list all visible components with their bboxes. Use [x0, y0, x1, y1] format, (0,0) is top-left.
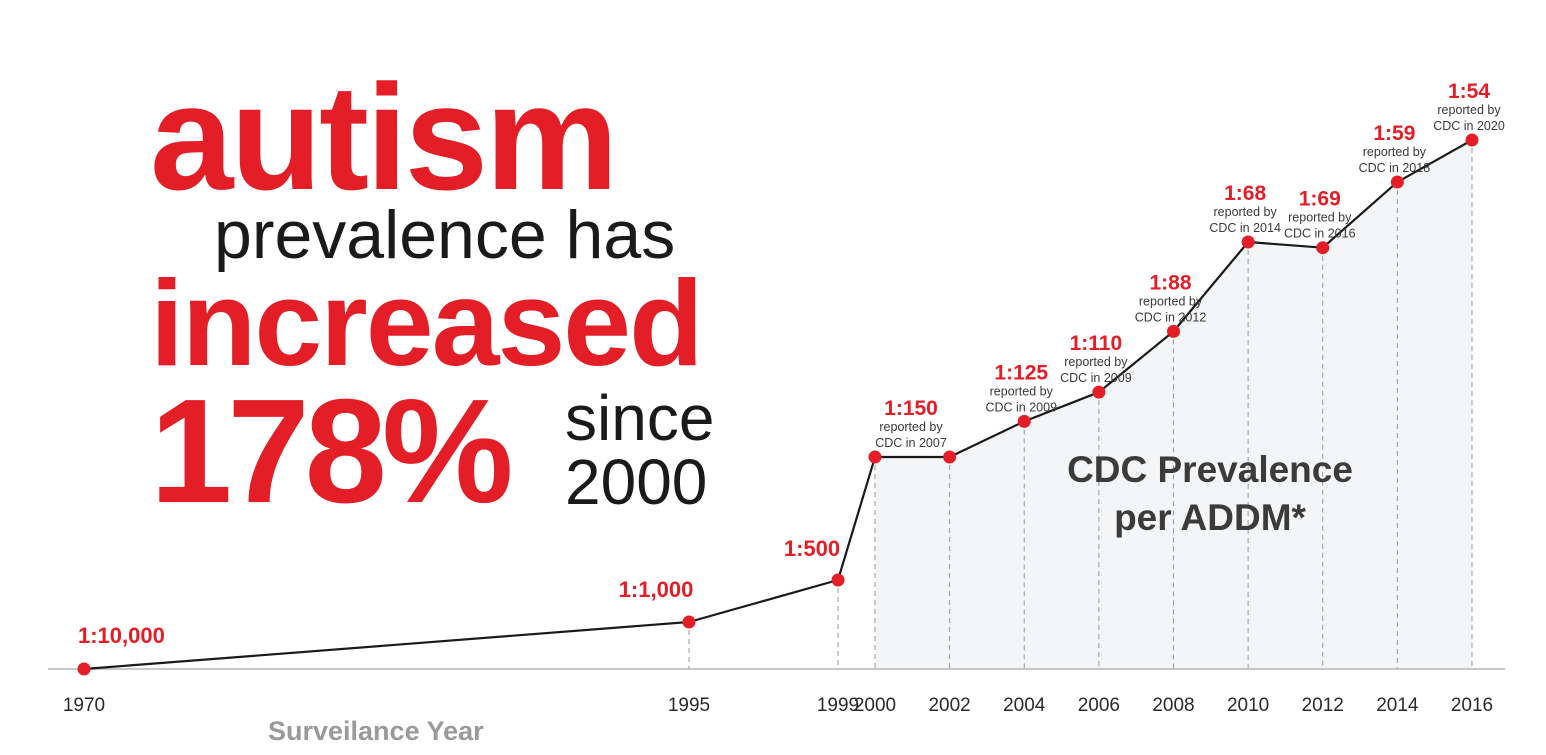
area-label: CDC Prevalence per ADDM* [1040, 446, 1380, 542]
x-axis-title: Surveilance Year [268, 716, 484, 746]
x-tick-2002: 2002 [928, 695, 970, 716]
data-point-2000 [868, 450, 882, 464]
data-label-2004: 1:125 [994, 361, 1048, 384]
data-point-1970 [77, 662, 91, 676]
data-note-2008-1: CDC in 2012 [1135, 310, 1207, 324]
data-note-2000-0: reported by [879, 420, 943, 434]
headline-since: since [565, 382, 715, 454]
data-note-2004-0: reported by [990, 384, 1054, 398]
headline-prevalence-has: prevalence has [214, 197, 676, 273]
x-tick-2016: 2016 [1451, 695, 1493, 716]
data-point-1995 [682, 615, 696, 629]
data-label-1995: 1:1,000 [619, 577, 694, 602]
x-tick-2010: 2010 [1227, 695, 1269, 716]
x-tick-2014: 2014 [1376, 695, 1419, 716]
x-tick-2000: 2000 [854, 695, 896, 716]
data-point-2002 [943, 450, 957, 464]
x-tick-2004: 2004 [1003, 695, 1046, 716]
data-label-2016: 1:54 [1448, 80, 1490, 103]
data-note-2016-1: CDC in 2020 [1433, 119, 1505, 133]
data-note-2004-1: CDC in 2009 [985, 400, 1057, 414]
data-label-2008: 1:88 [1149, 271, 1191, 294]
headline-autism: autism [150, 53, 618, 221]
data-point-2008 [1167, 324, 1180, 338]
data-label-1999: 1:500 [784, 536, 840, 561]
x-tick-2006: 2006 [1078, 695, 1120, 716]
data-note-2010-1: CDC in 2014 [1209, 221, 1281, 235]
headline-year: 2000 [565, 446, 708, 518]
data-note-2008-0: reported by [1139, 294, 1203, 308]
headline-increased: increased [150, 255, 704, 391]
data-label-2010: 1:68 [1224, 182, 1266, 205]
data-point-2012 [1316, 241, 1330, 255]
data-note-2000-1: CDC in 2007 [875, 436, 947, 450]
data-label-1970: 1:10,000 [78, 623, 165, 648]
data-note-2014-1: CDC in 2018 [1359, 161, 1431, 175]
x-tick-1995: 1995 [668, 695, 710, 716]
data-note-2006-1: CDC in 2009 [1060, 371, 1132, 385]
data-label-2006: 1:110 [1070, 332, 1123, 355]
data-note-2006-0: reported by [1064, 355, 1128, 369]
headline-percent: 178% [150, 369, 514, 534]
data-point-2010 [1241, 235, 1255, 249]
area-label-line-2: per ADDM* [1114, 497, 1306, 538]
x-tick-1999: 1999 [817, 695, 859, 716]
data-note-2014-0: reported by [1363, 145, 1427, 159]
data-label-2014: 1:59 [1373, 122, 1415, 145]
data-point-2004 [1017, 414, 1031, 428]
data-note-2012-0: reported by [1288, 211, 1352, 225]
data-point-2016 [1465, 133, 1479, 147]
data-note-2016-0: reported by [1437, 103, 1501, 117]
x-tick-1970: 1970 [63, 695, 105, 716]
data-point-2014 [1390, 175, 1404, 189]
series-line [83, 139, 1473, 671]
data-label-2000: 1:150 [884, 397, 938, 420]
area-label-line-1: CDC Prevalence [1067, 449, 1353, 490]
x-tick-2008: 2008 [1152, 695, 1194, 716]
data-note-2010-0: reported by [1214, 205, 1278, 219]
data-label-2012: 1:69 [1299, 188, 1341, 211]
data-note-2012-1: CDC in 2016 [1284, 227, 1356, 241]
x-tick-2012: 2012 [1302, 695, 1344, 716]
data-point-1999 [831, 573, 845, 587]
data-point-2006 [1092, 385, 1106, 399]
